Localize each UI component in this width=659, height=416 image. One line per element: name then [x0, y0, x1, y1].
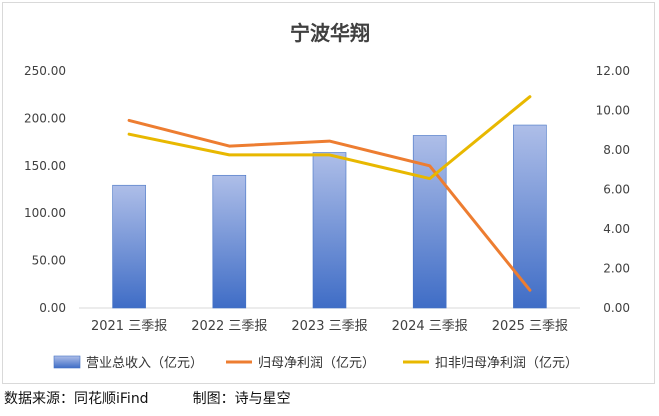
revenue-bar [513, 124, 547, 309]
legend-revenue: 营业总收入（亿元） [86, 356, 203, 371]
net-profit-line [127, 118, 532, 292]
right-tick-label: 6.00 [603, 183, 630, 197]
revenue-bar [412, 135, 447, 309]
left-tick-label: 150.00 [24, 159, 66, 173]
x-tick-label: 2021 三季报 [91, 319, 167, 334]
data-source-text: 数据来源：同花顺iFind [4, 391, 149, 407]
legend-adjusted-net-profit: 扣非归母净利润（亿元） [435, 356, 578, 371]
x-tick-label: 2022 三季报 [191, 319, 267, 334]
right-tick-label: 8.00 [603, 143, 630, 157]
right-tick-label: 12.00 [596, 64, 630, 78]
adjusted-net-profit-line [127, 95, 532, 181]
left-tick-label: 50.00 [32, 254, 66, 268]
right-tick-label: 2.00 [603, 262, 630, 276]
x-tick-label: 2023 三季报 [291, 319, 367, 334]
chart-area: 宁波华翔 0.00 50.00 100.00 150.00 200.00 250.00 0… [24, 21, 630, 371]
legend-net-profit: 归母净利润（亿元） [258, 356, 375, 371]
revenue-bar [212, 174, 247, 309]
x-tick-label: 2025 三季报 [492, 319, 568, 334]
right-axis: 0.00 2.00 4.00 6.00 8.00 10.00 12.00 [596, 64, 630, 315]
right-tick-label: 4.00 [603, 222, 630, 236]
x-axis: 2021 三季报 2022 三季报 2023 三季报 2024 三季报 2025 三季报 [91, 319, 568, 334]
left-tick-label: 0.00 [39, 301, 66, 315]
right-tick-label: 0.00 [603, 301, 630, 315]
right-tick-label: 10.00 [596, 104, 630, 118]
x-tick-label: 2024 三季报 [392, 319, 468, 334]
revenue-bar [312, 152, 347, 309]
chart-title: 宁波华翔 [290, 21, 370, 45]
left-axis: 0.00 50.00 100.00 150.00 200.00 250.00 [24, 64, 66, 315]
line-series [127, 95, 532, 292]
bar-series [112, 124, 547, 309]
footer: 数据来源：同花顺iFind 制图：诗与星空 [4, 388, 291, 408]
legend-bar-swatch [53, 355, 81, 369]
left-tick-label: 100.00 [24, 206, 66, 220]
left-tick-label: 250.00 [24, 64, 66, 78]
left-tick-label: 200.00 [24, 111, 66, 125]
revenue-bar [112, 184, 146, 309]
legend: 营业总收入（亿元） 归母净利润（亿元） 扣非归母净利润（亿元） [53, 355, 578, 371]
chart-author-text: 制图：诗与星空 [192, 391, 291, 407]
